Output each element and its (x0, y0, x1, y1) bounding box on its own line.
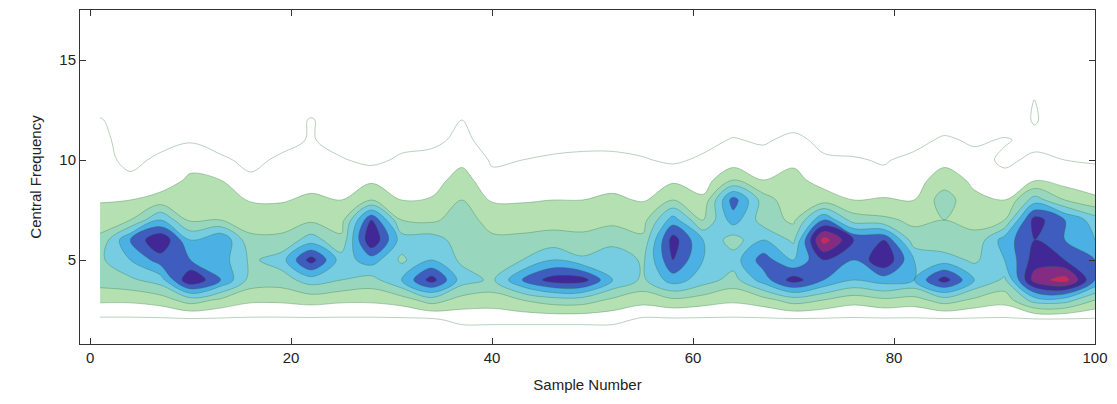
svg-text:0: 0 (86, 349, 94, 366)
svg-text:10: 10 (59, 151, 76, 168)
svg-text:Central Frequency: Central Frequency (27, 115, 44, 239)
svg-text:60: 60 (685, 349, 702, 366)
svg-text:80: 80 (886, 349, 903, 366)
svg-text:40: 40 (484, 349, 501, 366)
svg-text:20: 20 (283, 349, 300, 366)
svg-text:5: 5 (68, 251, 76, 268)
svg-text:100: 100 (1082, 349, 1107, 366)
svg-text:15: 15 (59, 51, 76, 68)
svg-text:Sample Number: Sample Number (533, 376, 641, 393)
